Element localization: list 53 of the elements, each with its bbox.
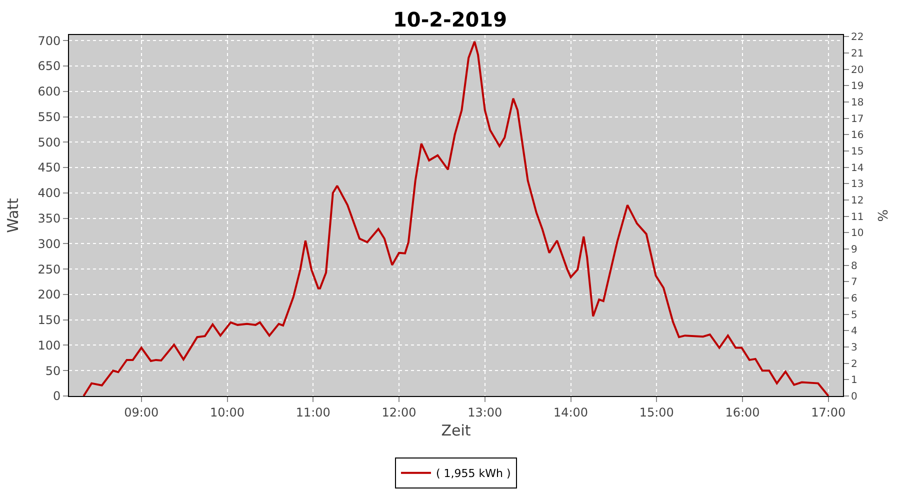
x-tick-label: 17:00 — [811, 405, 846, 420]
x-tick-label: 11:00 — [296, 405, 330, 420]
line-series — [82, 40, 830, 396]
y2-tick-label: 12 — [851, 195, 864, 206]
y2-tick-label: 0 — [851, 392, 858, 402]
y2-tick-label: 6 — [851, 293, 858, 304]
y2-tick-label: 15 — [851, 146, 864, 158]
y2-tick-label: 21 — [851, 48, 864, 60]
y2-tick-label: 19 — [851, 81, 864, 92]
y-tick-label: 650 — [38, 59, 61, 74]
x-tick-label: 10:00 — [210, 405, 245, 420]
y2-tick-label: 14 — [851, 162, 864, 174]
y-tick-label: 50 — [45, 364, 61, 378]
y2-tick-label: 7 — [851, 277, 858, 288]
y2-axis-title: % — [876, 209, 892, 222]
y2-tick-label: 1 — [851, 375, 858, 386]
y-tick-label: 200 — [38, 288, 61, 302]
y-tick-label: 0 — [52, 389, 61, 404]
y2-tick-label: 18 — [851, 97, 864, 108]
y2-tick-label: 5 — [851, 310, 858, 321]
y2-tick-label: 2 — [851, 358, 858, 370]
y2-tick-label: 3 — [851, 342, 858, 354]
y-tick-label: 400 — [38, 186, 61, 200]
y2-tick-label: 10 — [851, 228, 864, 240]
x-tick-label: 15:00 — [639, 405, 674, 420]
y2-tick-label: 13 — [851, 179, 864, 190]
y-tick-label: 450 — [38, 160, 61, 175]
y-tick-label: 300 — [38, 236, 61, 251]
y2-tick-label: 16 — [851, 130, 864, 142]
x-tick-label: 12:00 — [382, 405, 416, 420]
chart-title: 10-2-2019 — [392, 8, 508, 32]
x-tick-label: 16:00 — [725, 405, 760, 420]
y-tick-label: 100 — [38, 338, 61, 352]
y2-tick-label: 11 — [851, 212, 864, 223]
y-tick-label: 550 — [38, 110, 61, 124]
y-axis-title: Watt — [4, 198, 22, 233]
y-tick-label: 250 — [38, 262, 61, 276]
y2-tick-label: 8 — [851, 260, 858, 272]
x-axis-title: Zeit — [441, 421, 471, 440]
y-tick-label: 500 — [38, 135, 61, 150]
x-tick-label: 13:00 — [468, 405, 502, 420]
y2-tick-label: 17 — [851, 114, 864, 125]
y2-tick-label: 22 — [851, 32, 864, 44]
y2-tick-label: 9 — [851, 244, 858, 256]
y-tick-label: 700 — [38, 34, 61, 48]
y-tick-label: 350 — [38, 211, 61, 226]
y-tick-label: 600 — [38, 84, 61, 99]
x-tick-label: 14:00 — [553, 405, 588, 420]
legend-label: ( 1,955 kWh ) — [436, 467, 511, 480]
x-tick-label: 09:00 — [124, 405, 159, 420]
y2-tick-label: 4 — [851, 326, 858, 338]
y2-tick-label: 20 — [851, 64, 864, 76]
y-tick-label: 150 — [38, 313, 61, 328]
